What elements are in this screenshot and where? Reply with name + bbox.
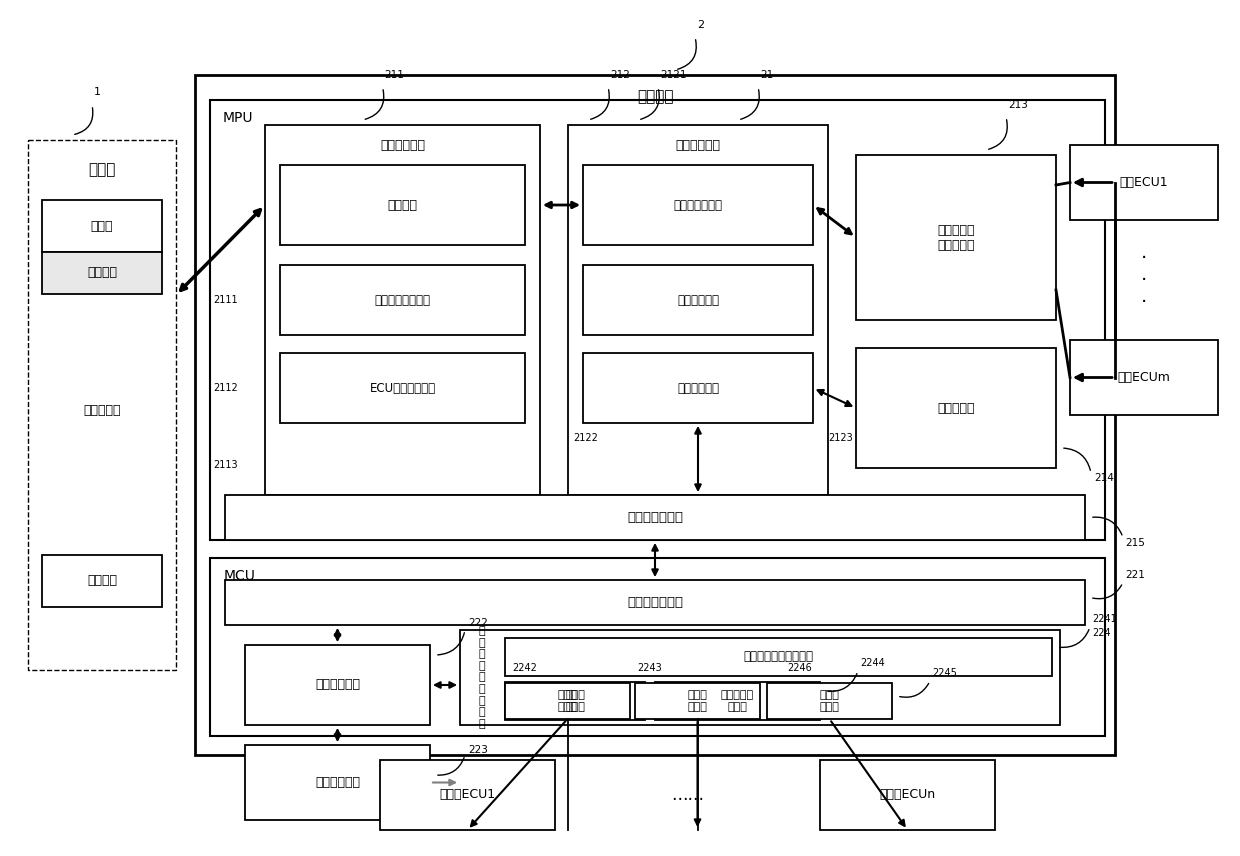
- Bar: [379, 760, 556, 830]
- Text: 非智能ECUn: 非智能ECUn: [879, 788, 935, 801]
- Text: 211: 211: [384, 70, 404, 80]
- Text: 2121: 2121: [660, 70, 687, 80]
- Text: 升级包验证单元: 升级包验证单元: [673, 199, 723, 211]
- Text: 通信服务端模块: 通信服务端模块: [627, 511, 683, 524]
- Text: 通信连
接单元: 通信连 接单元: [687, 690, 708, 712]
- Bar: [246, 645, 430, 725]
- Text: 硬件安全模块: 硬件安全模块: [315, 679, 360, 692]
- Text: 2243: 2243: [637, 663, 662, 673]
- Text: 刷新流程控
制单元: 刷新流程控 制单元: [720, 690, 754, 712]
- Bar: [655, 682, 820, 720]
- Bar: [224, 495, 1085, 540]
- Bar: [195, 75, 1115, 755]
- Text: 2112: 2112: [213, 383, 238, 393]
- Text: 2242: 2242: [512, 663, 537, 673]
- Text: 1: 1: [94, 87, 100, 97]
- Bar: [505, 638, 1052, 676]
- Text: 222: 222: [467, 618, 487, 628]
- Text: 2245: 2245: [932, 668, 957, 678]
- Text: 云端交互模块: 云端交互模块: [379, 139, 425, 152]
- Text: MPU: MPU: [223, 111, 253, 125]
- Text: 文件头: 文件头: [91, 219, 113, 233]
- Text: 互联网关: 互联网关: [637, 90, 673, 104]
- Text: 213: 213: [1008, 100, 1028, 110]
- Text: 安全通信链路单元: 安全通信链路单元: [374, 294, 430, 306]
- Text: 212: 212: [610, 70, 630, 80]
- Text: 数据块内容: 数据块内容: [83, 403, 120, 417]
- Bar: [1070, 340, 1218, 415]
- Bar: [768, 683, 892, 719]
- Bar: [505, 683, 630, 719]
- Text: 文件管理单元: 文件管理单元: [677, 382, 719, 395]
- Text: 自升级模块: 自升级模块: [937, 401, 975, 414]
- Text: 2241: 2241: [1092, 614, 1117, 624]
- Text: 2111: 2111: [213, 295, 238, 305]
- Text: 文件解析模块: 文件解析模块: [676, 139, 720, 152]
- Bar: [224, 580, 1085, 625]
- Text: 文件授
验单元: 文件授 验单元: [558, 690, 578, 712]
- Bar: [460, 630, 1060, 725]
- Text: 通信客户端模块: 通信客户端模块: [627, 596, 683, 609]
- Text: 密钥管理单元: 密钥管理单元: [677, 294, 719, 306]
- Bar: [820, 760, 994, 830]
- Bar: [583, 353, 813, 423]
- Text: 非智能ECU1: 非智能ECU1: [439, 788, 496, 801]
- Text: 2123: 2123: [828, 433, 853, 443]
- Text: 2244: 2244: [861, 658, 885, 668]
- Bar: [42, 252, 162, 294]
- Text: 224: 224: [1092, 628, 1111, 638]
- Bar: [505, 682, 645, 720]
- Text: 下载单元: 下载单元: [387, 199, 418, 211]
- Text: 2: 2: [697, 20, 704, 30]
- Bar: [210, 558, 1105, 736]
- Text: 2122: 2122: [573, 433, 598, 443]
- Bar: [42, 555, 162, 607]
- Text: 智能ECUm: 智能ECUm: [1117, 371, 1171, 384]
- Text: 块信息头: 块信息头: [87, 266, 117, 280]
- Bar: [42, 200, 162, 252]
- Text: 智能控制器
客户端模块: 智能控制器 客户端模块: [937, 223, 975, 252]
- Bar: [246, 745, 430, 820]
- Bar: [568, 125, 828, 495]
- Text: 启动加载模块: 启动加载模块: [315, 776, 360, 789]
- Bar: [583, 165, 813, 245]
- Text: MCU: MCU: [224, 569, 255, 583]
- Text: 2246: 2246: [787, 663, 812, 673]
- Text: 升级包: 升级包: [88, 163, 115, 177]
- Bar: [583, 265, 813, 335]
- Bar: [280, 165, 525, 245]
- Text: 文件解
析单元: 文件解 析单元: [820, 690, 839, 712]
- Text: ECU版本管理单元: ECU版本管理单元: [370, 382, 435, 395]
- Bar: [635, 683, 760, 719]
- Text: 传统控制器客户端单元: 传统控制器客户端单元: [744, 651, 813, 663]
- Bar: [210, 100, 1105, 540]
- Text: 221: 221: [1125, 569, 1145, 580]
- Text: ·
·
·: · · ·: [1141, 248, 1147, 312]
- Bar: [280, 353, 525, 423]
- Text: 214: 214: [1094, 473, 1114, 483]
- Text: ……: ……: [671, 786, 704, 804]
- Bar: [1070, 145, 1218, 220]
- Bar: [856, 155, 1056, 320]
- Text: 223: 223: [467, 745, 487, 755]
- Text: 传
统
控
制
器
管
理
模
块: 传 统 控 制 器 管 理 模 块: [479, 626, 485, 729]
- Text: 21: 21: [760, 70, 774, 80]
- Text: 智能ECU1: 智能ECU1: [1120, 176, 1168, 189]
- Bar: [29, 140, 176, 670]
- Text: 缓存管
理单元: 缓存管 理单元: [565, 690, 585, 712]
- Text: 2113: 2113: [213, 460, 238, 470]
- Bar: [265, 125, 539, 495]
- Bar: [280, 265, 525, 335]
- Text: 215: 215: [1125, 538, 1145, 548]
- Text: 验证信息: 验证信息: [87, 574, 117, 587]
- Bar: [856, 348, 1056, 468]
